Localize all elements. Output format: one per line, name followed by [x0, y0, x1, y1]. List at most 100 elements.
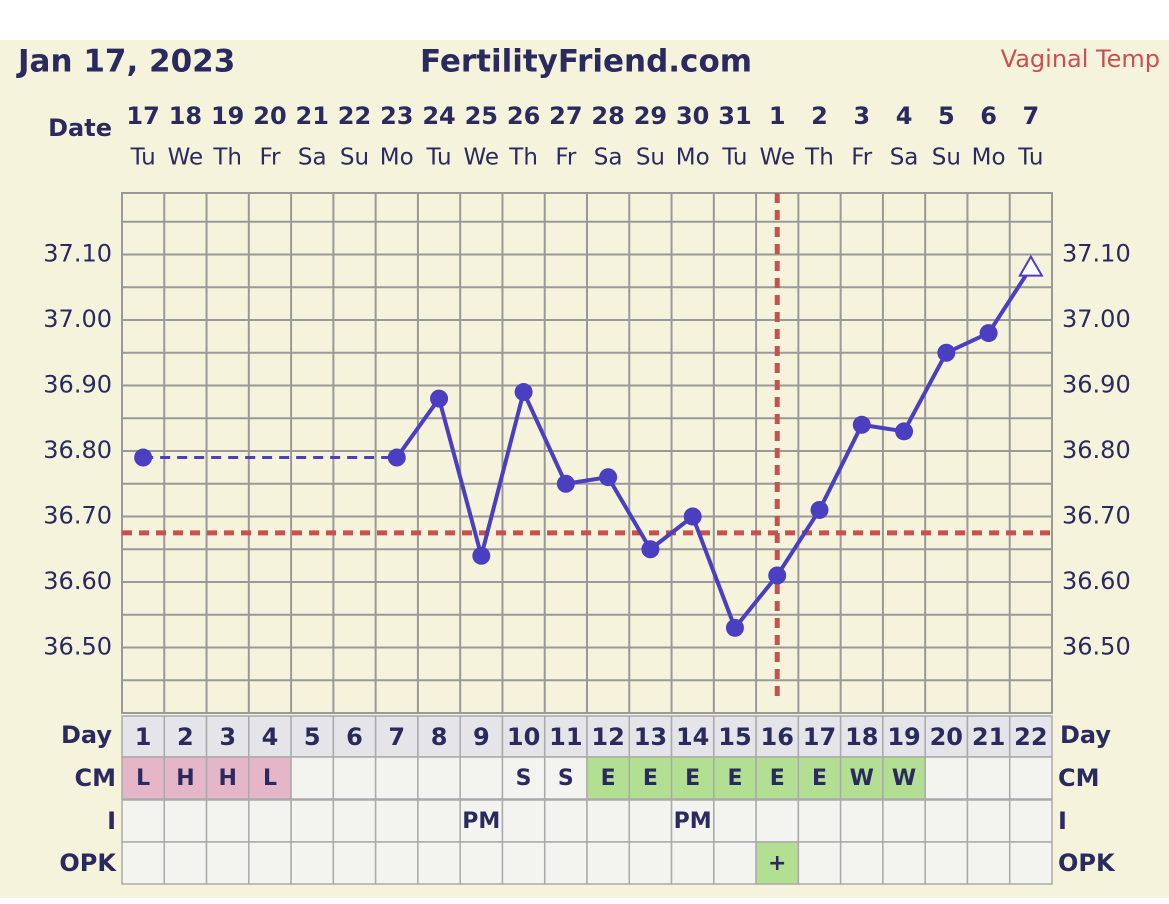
date-label: 2 [811, 102, 828, 130]
table-cell [417, 799, 461, 843]
temp-point [683, 507, 702, 526]
cell-label: E [643, 766, 658, 791]
weekday-label: Sa [594, 145, 623, 171]
day-number: 19 [887, 723, 920, 751]
table-cell [882, 756, 926, 800]
date-label: 31 [718, 102, 751, 130]
table-cell [839, 841, 884, 885]
temp-point [810, 500, 829, 519]
date-label: 6 [980, 102, 997, 130]
table-cell [628, 756, 673, 800]
table-cell [670, 841, 715, 885]
table-cell [163, 799, 208, 843]
y-tick-label: 36.70 [1062, 502, 1131, 530]
cell-label: E [770, 766, 785, 791]
day-number: 7 [388, 723, 405, 751]
table-cell [966, 715, 1011, 758]
table-cell [459, 841, 504, 885]
y-tick-label: 36.70 [43, 502, 112, 530]
table-cell [543, 799, 588, 843]
y-tick-label: 36.90 [43, 371, 112, 399]
table-cell [290, 841, 335, 885]
date-label: 18 [169, 102, 202, 130]
table-cell [797, 756, 842, 800]
table-cell [713, 841, 757, 885]
row-label: Date [48, 114, 112, 142]
row-label: OPK [59, 849, 117, 877]
day-number: 13 [634, 723, 667, 751]
temp-point [895, 422, 914, 441]
y-tick-label: 36.80 [43, 436, 112, 464]
temp-type: Vaginal Temp [1001, 45, 1160, 73]
day-number: 10 [507, 723, 540, 751]
weekday-label: Su [636, 145, 665, 171]
day-number: 21 [972, 723, 1005, 751]
table-cell [417, 841, 461, 885]
chart-date: Jan 17, 2023 [16, 44, 235, 80]
table-cell [670, 756, 715, 800]
table-cell [966, 756, 1011, 800]
date-label: 23 [380, 102, 413, 130]
table-cell [417, 756, 461, 800]
cell-label: E [727, 766, 742, 791]
weekday-label: Tu [1017, 145, 1043, 171]
cell-label: W [850, 766, 874, 791]
table-cell [248, 841, 292, 885]
table-cell [755, 715, 800, 758]
y-tick-label: 36.60 [1062, 567, 1131, 595]
table-cell [290, 756, 335, 800]
cell-label: E [601, 766, 616, 791]
day-number: 16 [761, 723, 794, 751]
table-cell [290, 799, 335, 843]
table-cell [1008, 841, 1053, 885]
cell-label: W [892, 766, 916, 791]
temp-point [852, 415, 871, 434]
date-label: 27 [549, 102, 582, 130]
temp-point [430, 389, 449, 408]
temp-point [556, 474, 575, 493]
date-label: 30 [676, 102, 709, 130]
cell-label: L [263, 766, 277, 791]
table-cell [628, 715, 673, 758]
date-label: 28 [591, 102, 624, 130]
date-label: 21 [296, 102, 329, 130]
date-label: 24 [422, 102, 455, 130]
y-tick-label: 36.50 [1062, 633, 1131, 661]
table-cell [374, 841, 419, 885]
table-cell [374, 756, 419, 800]
row-label: OPK [1058, 849, 1116, 877]
day-number: 8 [431, 723, 448, 751]
date-label: 4 [896, 102, 913, 130]
table-cell [797, 841, 842, 885]
day-number: 6 [346, 723, 363, 751]
row-label: Day [1060, 721, 1111, 749]
day-number: 12 [591, 723, 624, 751]
y-tick-label: 36.50 [43, 633, 112, 661]
date-label: 20 [253, 102, 286, 130]
table-cell [417, 715, 461, 758]
y-tick-label: 37.10 [43, 240, 112, 268]
weekday-label: Tu [130, 145, 156, 171]
y-tick-label: 37.00 [43, 305, 112, 333]
weekday-label: Mo [380, 145, 414, 171]
temp-point [1018, 254, 1044, 277]
weekday-label: We [168, 145, 204, 171]
table-cell [374, 799, 419, 843]
day-number: 3 [219, 723, 236, 751]
table-cell [332, 715, 377, 758]
table-cell [332, 756, 377, 800]
row-label: CM [1058, 764, 1100, 792]
row-label: I [1058, 807, 1067, 835]
weekday-label: Mo [972, 145, 1006, 171]
cell-label: PM [462, 809, 500, 834]
cell-label: + [768, 851, 786, 876]
day-number: 2 [177, 723, 194, 751]
cell-label: PM [674, 809, 712, 834]
date-label: 26 [507, 102, 540, 130]
table-cell [1008, 799, 1053, 843]
date-label: 17 [126, 102, 159, 130]
weekday-label: Th [212, 145, 242, 171]
table-cell [501, 715, 546, 758]
cell-label: H [176, 766, 194, 791]
date-label: 25 [465, 102, 498, 130]
